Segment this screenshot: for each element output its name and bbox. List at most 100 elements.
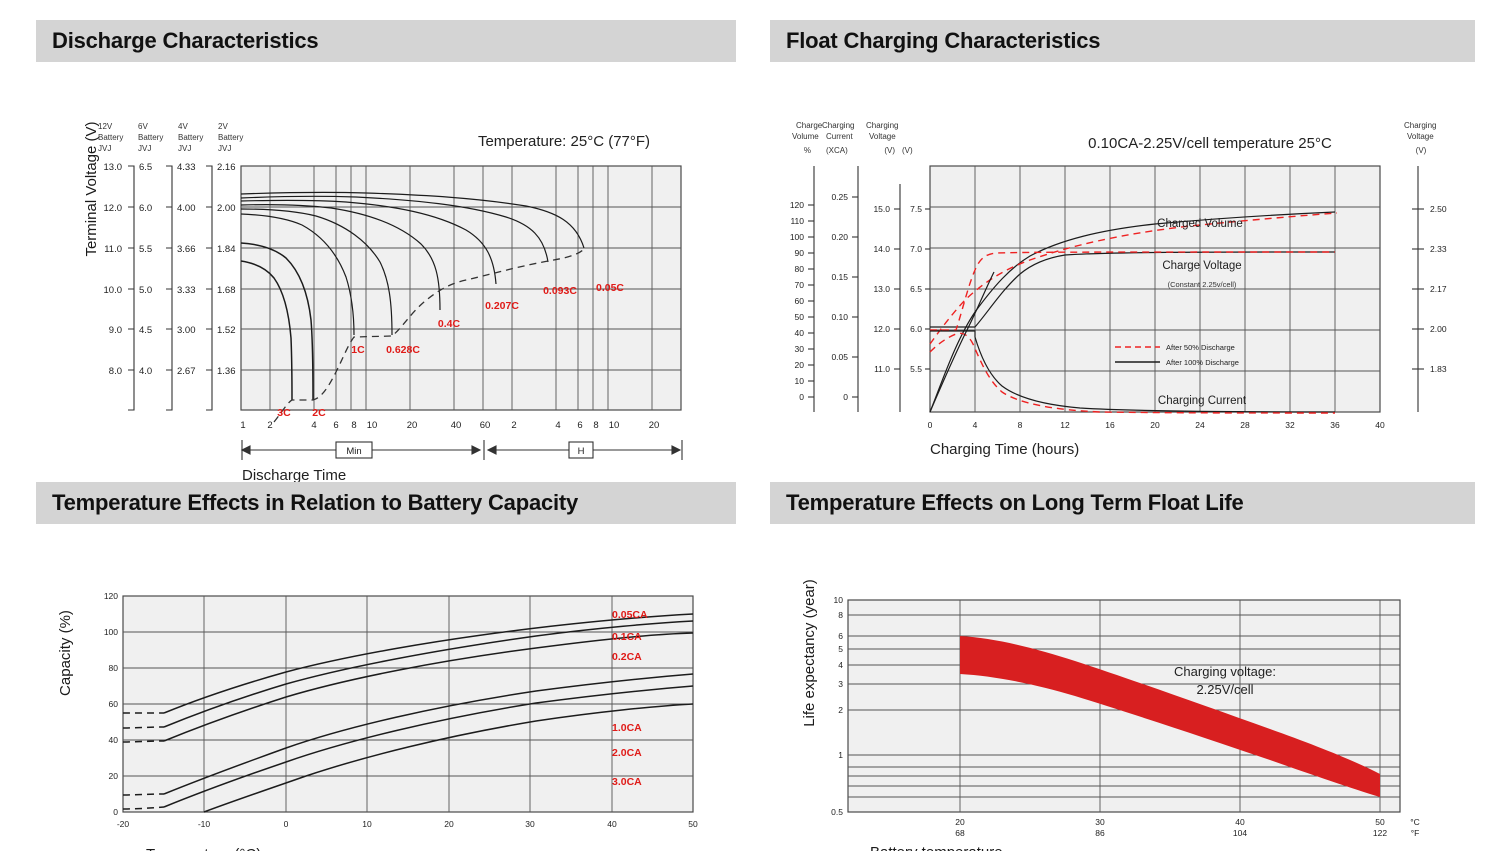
- xtick-h-6: 6: [577, 420, 582, 431]
- float-yaxis-headers: Charge Volume % Charging Current (XCA) C…: [792, 121, 913, 155]
- panel-float-charging-characteristics: Float Charging Characteristics: [770, 20, 1475, 458]
- xtick-min-10: 10: [367, 420, 378, 431]
- curve-charge-voltage-50: [930, 251, 1336, 331]
- tempcap-ytick-60: 60: [109, 699, 119, 709]
- floatlife-note-line1: Charging voltage:: [1174, 664, 1276, 679]
- label-constant-voltage: (Constant 2.25v/cell): [1168, 280, 1237, 289]
- tick-12v-3: 10.0: [104, 285, 123, 296]
- tempcap-ytick-80: 80: [109, 663, 119, 673]
- curve-0.1CA-dashed: [122, 726, 165, 729]
- yaxis-header-2v-l3: JVJ: [218, 144, 231, 153]
- yaxis-header-2v-l1: 2V: [218, 122, 228, 131]
- tick-6v-1: 6.0: [139, 203, 152, 214]
- floatlife-xtick-f-68: 68: [955, 828, 965, 838]
- legend-label-50-discharge: After 50% Discharge: [1166, 343, 1235, 352]
- float-cvolt6-6.5: 6.5: [910, 284, 922, 294]
- curve-2C: [240, 242, 314, 401]
- float-cv-70: 70: [795, 280, 805, 290]
- tick-2v-5: 1.36: [217, 366, 236, 377]
- panel-title-discharge: Discharge Characteristics: [52, 28, 319, 53]
- tempcap-xaxis-ticks: -20 -10 0 10 20 30 40 50: [117, 819, 698, 829]
- float-cc-0.05: 0.05: [831, 352, 848, 362]
- discharge-yaxis-headers: 12V Battery JVJ 6V Battery JVJ 4V Batter…: [98, 122, 243, 153]
- discharge-xaxis-ticks: 1 2 4 6 8 10 20 40 60 2 4 6 8 10 20: [240, 420, 659, 431]
- curve-2.0CA-dashed: [122, 806, 165, 810]
- tempcap-ytick-100: 100: [104, 627, 118, 637]
- tick-4v-5: 2.67: [177, 366, 196, 377]
- curve-3C: [240, 260, 293, 401]
- yaxis-header-12v-l1: 12V: [98, 122, 113, 131]
- tick-2v-1: 2.00: [217, 203, 236, 214]
- tempcap-xtick--20: -20: [117, 819, 130, 829]
- label-2.0CA: 2.0CA: [612, 747, 642, 759]
- panel-title-bar-tempcap: Temperature Effects in Relation to Batte…: [36, 482, 736, 524]
- tick-6v-4: 4.5: [139, 325, 152, 336]
- xtick-min-2: 2: [267, 420, 272, 431]
- float-xtick-12: 12: [1060, 420, 1070, 430]
- panel-temperature-effects-capacity: Temperature Effects in Relation to Batte…: [36, 482, 736, 851]
- discharge-curves: [240, 191, 585, 423]
- float-header-current-l2: Current: [826, 132, 853, 141]
- panel-long-term-float-life: Temperature Effects on Long Term Float L…: [770, 482, 1475, 851]
- curve-2.0CA: [163, 685, 694, 808]
- float-cv-100: 100: [790, 232, 804, 242]
- tempcap-xtick-10: 10: [362, 819, 372, 829]
- float-header-current-l1: Charging: [822, 121, 854, 130]
- tempcap-ytick-40: 40: [109, 735, 119, 745]
- floatlife-xtick-f-86: 86: [1095, 828, 1105, 838]
- label-charging-current: Charging Current: [1158, 395, 1247, 407]
- float-header-voltage-l1: Charging: [866, 121, 898, 130]
- floatlife-xtick-f-104: 104: [1233, 828, 1247, 838]
- tick-12v-2: 11.0: [104, 244, 122, 255]
- float-cvolt6-6.0: 6.0: [910, 324, 922, 334]
- float-cv-40: 40: [795, 328, 805, 338]
- xtick-min-20: 20: [407, 420, 418, 431]
- tempcap-xtick-50: 50: [688, 819, 698, 829]
- float-cv-30: 30: [795, 344, 805, 354]
- floatlife-red-band: [960, 636, 1380, 797]
- tempcap-xtick-0: 0: [284, 819, 289, 829]
- float-xtick-32: 32: [1285, 420, 1295, 430]
- tick-2v-0: 2.16: [217, 162, 236, 173]
- float-cvolt-11.0: 11.0: [874, 364, 890, 374]
- tick-2v-4: 1.52: [217, 325, 236, 336]
- xaxis-range-label-min: Min: [346, 446, 361, 457]
- tempcap-series-labels: 0.05CA 0.1CA 0.2CA 1.0CA 2.0CA 3.0CA: [612, 609, 648, 788]
- yaxis-header-6v-l1: 6V: [138, 122, 148, 131]
- yaxis-header-2v-l2: Battery: [218, 133, 243, 142]
- xaxis-range-label-h: H: [578, 446, 585, 457]
- tick-12v-4: 9.0: [109, 325, 122, 336]
- floatlife-note-line2: 2.25V/cell: [1196, 682, 1253, 697]
- curve-0.05CA: [163, 613, 694, 714]
- float-right-header-l2: Voltage: [1407, 132, 1434, 141]
- curve-charged-volume-100: [929, 211, 1336, 413]
- float-xtick-20: 20: [1150, 420, 1160, 430]
- yaxis-header-4v-l3: JVJ: [178, 144, 191, 153]
- float-cc-0.15: 0.15: [831, 272, 848, 282]
- discharge-range-bars: [240, 440, 683, 460]
- xtick-h-8: 8: [593, 420, 598, 431]
- yaxis-ticks-12v: 13.0 12.0 11.0 10.0 9.0 8.0: [104, 162, 123, 377]
- xtick-min-6: 6: [333, 420, 338, 431]
- float-cc-0.25: 0.25: [831, 192, 848, 202]
- float-cvolt-15.0: 15.0: [873, 204, 890, 214]
- float-yaxis-charge-volume: 120 110 100 90 80 70 60 50 40 30 20 10 0: [790, 166, 815, 412]
- label-1.0CA: 1.0CA: [612, 722, 642, 734]
- yaxis-header-4v-l1: 4V: [178, 122, 188, 131]
- float-xaxis-ticks: 0 4 8 12 16 20 24 28 32 36 40: [928, 420, 1385, 430]
- tempcap-xtick-40: 40: [607, 819, 617, 829]
- float-cv-80: 80: [795, 264, 805, 274]
- float-right-2.17: 2.17: [1430, 284, 1447, 294]
- float-right-header-unit: (V): [1416, 146, 1427, 155]
- tick-12v-0: 13.0: [104, 162, 123, 173]
- rate-label-1C: 1C: [351, 344, 365, 356]
- floatlife-xtick-c-30: 30: [1095, 817, 1105, 827]
- tempcap-xaxis-title: Temperature (°C): [146, 846, 261, 851]
- float-yaxis-charging-current: 0.25 0.20 0.15 0.10 0.05 0: [831, 166, 859, 412]
- panel-title-bar-floatlife: Temperature Effects on Long Term Float L…: [770, 482, 1475, 524]
- curve-charging-current-100: [930, 330, 1336, 413]
- curve-1C: [240, 213, 355, 336]
- yaxis-spine-4v: [206, 165, 213, 411]
- float-cvolt6-7.5: 7.5: [910, 204, 922, 214]
- float-cv-110: 110: [790, 216, 804, 226]
